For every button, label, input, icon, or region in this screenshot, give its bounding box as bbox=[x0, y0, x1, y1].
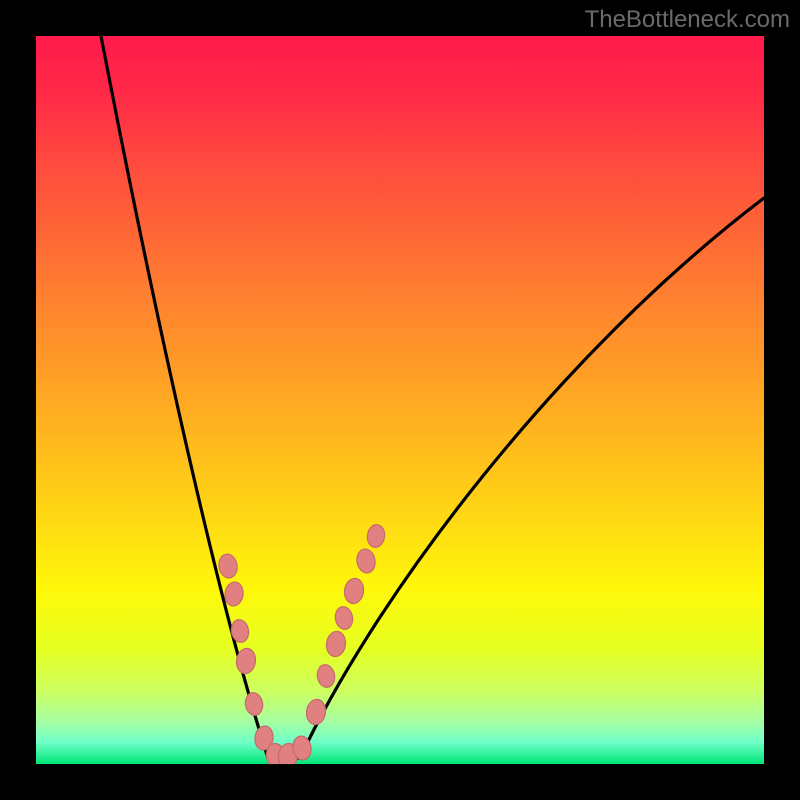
curve-markers bbox=[217, 524, 386, 764]
curve-layer bbox=[36, 36, 764, 764]
marker-point bbox=[305, 698, 327, 726]
marker-point bbox=[334, 605, 355, 630]
marker-point bbox=[244, 691, 265, 716]
marker-point bbox=[217, 553, 239, 580]
marker-point bbox=[223, 581, 244, 607]
bottleneck-curve bbox=[101, 36, 764, 758]
marker-point bbox=[355, 548, 377, 575]
marker-point bbox=[366, 524, 386, 549]
watermark-text: TheBottleneck.com bbox=[585, 6, 790, 34]
marker-point bbox=[316, 663, 337, 688]
marker-point bbox=[325, 630, 347, 658]
plot-area bbox=[36, 36, 764, 764]
chart-root: TheBottleneck.com bbox=[0, 0, 800, 800]
marker-point bbox=[343, 577, 365, 605]
